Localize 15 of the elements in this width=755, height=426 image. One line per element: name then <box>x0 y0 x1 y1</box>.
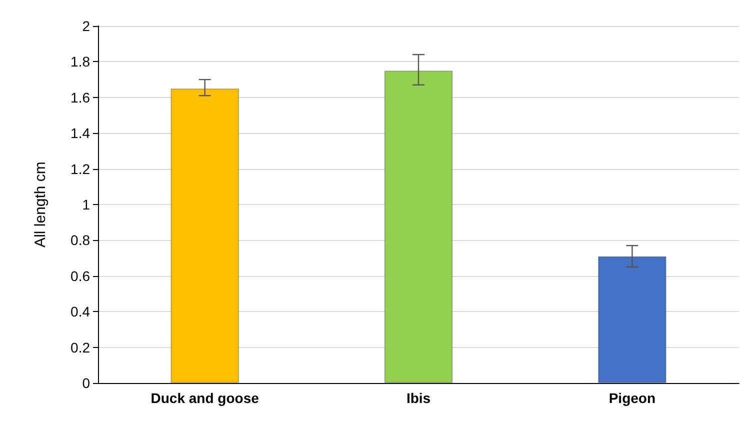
y-tick-label: 2 <box>82 18 90 34</box>
y-tick-label: 0.6 <box>70 268 90 284</box>
y-tick-label: 0.4 <box>70 304 90 320</box>
x-tick-label: Duck and goose <box>150 390 260 406</box>
y-tick-label: 0.2 <box>70 339 90 356</box>
y-axis-title: All length cm <box>32 162 49 248</box>
y-tick-label: 0 <box>82 375 90 391</box>
y-tick-label: 0.8 <box>70 232 90 248</box>
y-tick-label: 1.6 <box>70 89 90 106</box>
y-tick-label: 1.8 <box>70 54 90 70</box>
x-tick-label: Pigeon <box>608 390 656 406</box>
y-tick-label: 1.4 <box>70 125 90 142</box>
x-tick-label: Ibis <box>406 390 431 406</box>
y-tick-label: 1 <box>82 196 90 212</box>
y-tick-label: 1.2 <box>70 160 90 177</box>
